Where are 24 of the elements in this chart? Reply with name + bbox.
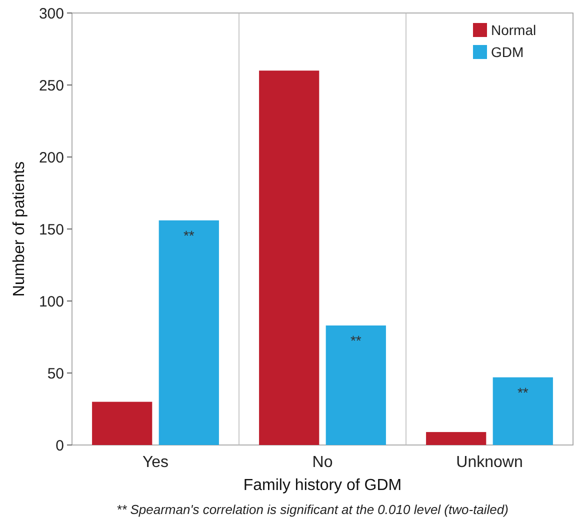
x-tick-label: No <box>312 454 333 471</box>
y-tick-label: 50 <box>47 365 64 382</box>
legend-label: Normal <box>491 22 536 38</box>
x-tick-label: Unknown <box>456 454 523 471</box>
text: ** Spearman's correlation is significant at the 0.010 level (two-tailed) <box>116 502 508 517</box>
annotation: ** <box>350 332 362 348</box>
y-tick-label: 150 <box>38 221 64 238</box>
annotation: ** <box>517 384 529 400</box>
annotation: ** <box>183 227 195 244</box>
bar <box>492 377 553 445</box>
y-tick-label: 200 <box>38 149 64 166</box>
y-tick-label: 0 <box>56 437 64 454</box>
y-tick-label: 100 <box>38 293 64 310</box>
bar <box>259 70 320 445</box>
bar <box>158 220 219 445</box>
bar <box>92 402 152 445</box>
bar <box>326 325 386 445</box>
bar <box>426 432 486 445</box>
y-axis-title: Number of patients <box>11 161 28 297</box>
legend-label: GDM <box>491 44 524 60</box>
x-tick-label: Yes <box>142 454 169 471</box>
y-tick-label: 250 <box>38 77 64 94</box>
x-axis-title: Family history of GDM <box>243 477 402 494</box>
y-tick-label: 300 <box>38 5 64 22</box>
